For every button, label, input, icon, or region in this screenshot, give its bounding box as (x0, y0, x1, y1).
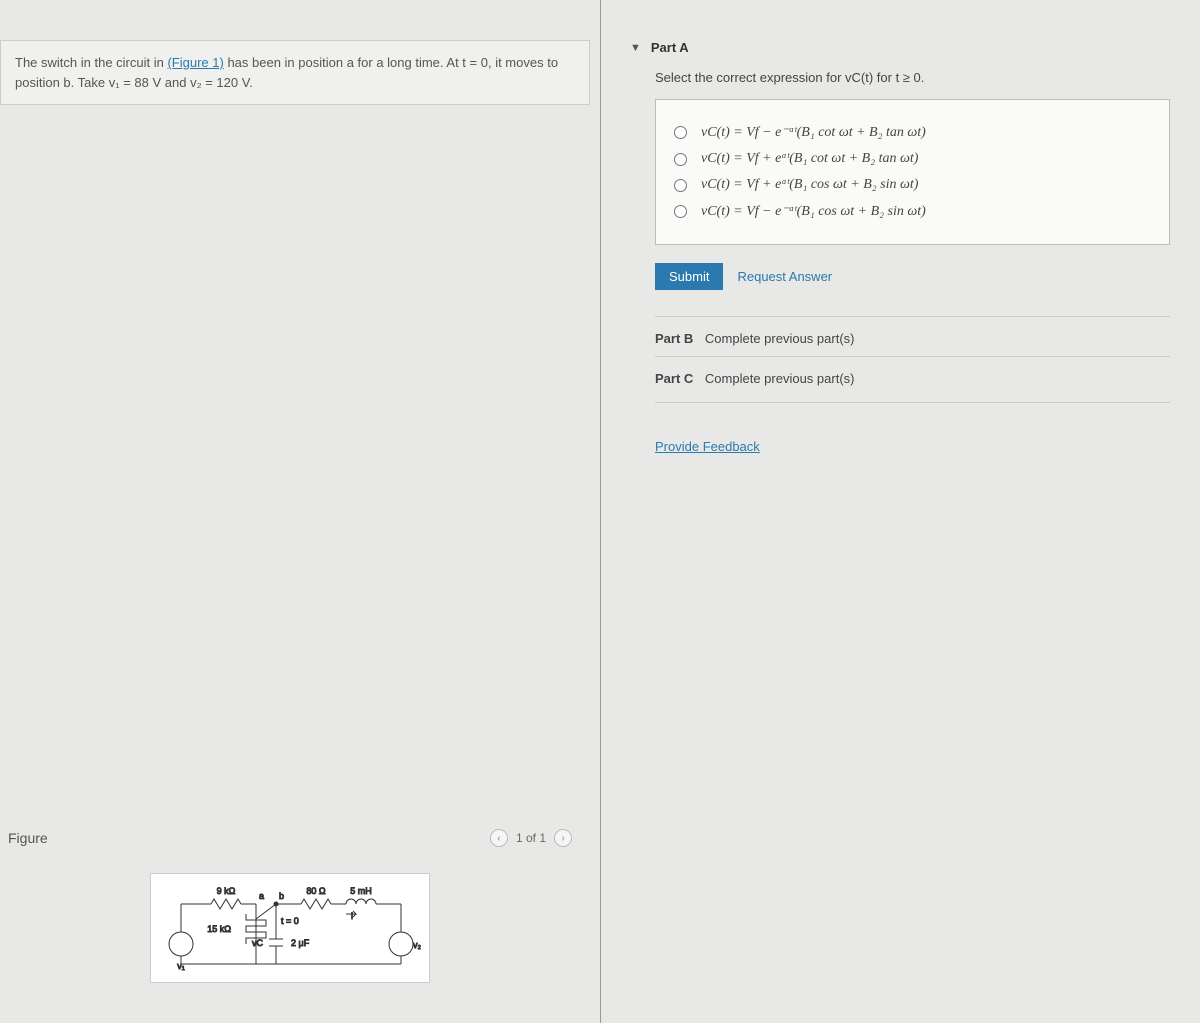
left-panel: The switch in the circuit in (Figure 1) … (0, 0, 600, 1023)
vc-label: vC (252, 938, 264, 948)
pager-text: 1 of 1 (516, 831, 546, 845)
option-3-text: vC(t) = Vf + eᵅᵗ(B₁ cos ωt + B₂ sin ωt) (701, 177, 918, 193)
option-4[interactable]: vC(t) = Vf − e⁻ᵅᵗ(B₁ cos ωt + B₂ sin ωt) (674, 203, 1151, 220)
option-1-text: vC(t) = Vf − e⁻ᵅᵗ(B₁ cot ωt + B₂ tan ωt) (701, 124, 926, 141)
option-2-radio[interactable] (674, 153, 687, 166)
provide-feedback-link[interactable]: Provide Feedback (655, 439, 760, 454)
option-3[interactable]: vC(t) = Vf + eᵅᵗ(B₁ cos ωt + B₂ sin ωt) (674, 177, 1151, 193)
c-label: 2 μF (291, 938, 310, 948)
pager-prev-icon[interactable]: ‹ (490, 829, 508, 847)
problem-statement: The switch in the circuit in (Figure 1) … (0, 40, 590, 105)
part-b-label: Part B (655, 331, 693, 346)
part-b-row: Part B Complete previous part(s) (655, 316, 1170, 356)
option-4-text: vC(t) = Vf − e⁻ᵅᵗ(B₁ cos ωt + B₂ sin ωt) (701, 203, 926, 220)
part-c-msg: Complete previous part(s) (705, 371, 855, 386)
option-4-radio[interactable] (674, 205, 687, 218)
r1-label: 9 kΩ (217, 886, 236, 896)
request-answer-link[interactable]: Request Answer (737, 269, 832, 284)
right-panel: ▼ Part A Select the correct expression f… (600, 0, 1200, 1023)
figure-link[interactable]: (Figure 1) (167, 55, 223, 70)
option-1[interactable]: vC(t) = Vf − e⁻ᵅᵗ(B₁ cot ωt + B₂ tan ωt) (674, 124, 1151, 141)
submit-button[interactable]: Submit (655, 263, 723, 290)
figure-label: Figure (8, 830, 48, 846)
panel-divider (600, 0, 601, 1023)
current-label: i (351, 911, 353, 921)
part-a-header[interactable]: ▼ Part A (630, 40, 1170, 55)
part-a-title: Part A (651, 40, 689, 55)
part-c-label: Part C (655, 371, 693, 386)
answer-options: vC(t) = Vf − e⁻ᵅᵗ(B₁ cot ωt + B₂ tan ωt)… (655, 99, 1170, 245)
v2-label: v₂ (413, 940, 422, 950)
option-2-text: vC(t) = Vf + eᵅᵗ(B₁ cot ωt + B₂ tan ωt) (701, 151, 918, 167)
part-b-msg: Complete previous part(s) (705, 331, 855, 346)
problem-text-1: The switch in the circuit in (15, 55, 167, 70)
r2-label: 15 kΩ (207, 924, 231, 934)
part-a-instruction: Select the correct expression for vC(t) … (655, 70, 1170, 85)
figure-pager: ‹ 1 of 1 › (490, 829, 572, 847)
r3-label: 80 Ω (306, 886, 326, 896)
caret-down-icon: ▼ (630, 42, 641, 54)
pos-b-label: b (279, 891, 284, 901)
switch-label: t = 0 (281, 916, 299, 926)
figure-section: Figure ‹ 1 of 1 › v₁ 9 kΩ (0, 823, 580, 983)
option-2[interactable]: vC(t) = Vf + eᵅᵗ(B₁ cot ωt + B₂ tan ωt) (674, 151, 1151, 167)
circuit-diagram: v₁ 9 kΩ a 15 kΩ t = 0 b (150, 873, 430, 983)
l-label: 5 mH (350, 886, 372, 896)
pos-a-label: a (259, 891, 264, 901)
option-3-radio[interactable] (674, 179, 687, 192)
part-c-row: Part C Complete previous part(s) (655, 356, 1170, 396)
option-1-radio[interactable] (674, 126, 687, 139)
pager-next-icon[interactable]: › (554, 829, 572, 847)
